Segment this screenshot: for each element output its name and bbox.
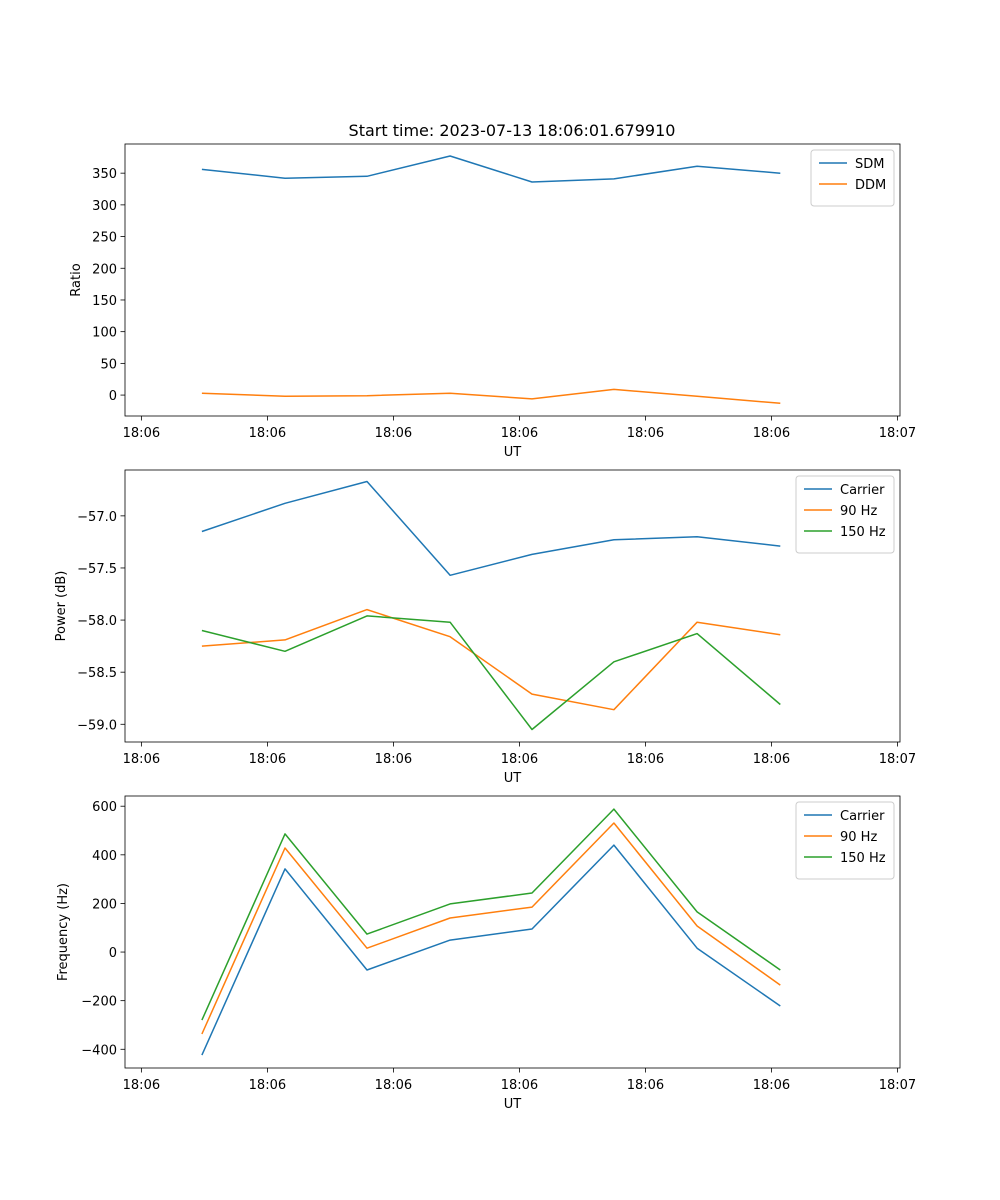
- y-tick-label: −200: [81, 995, 117, 1010]
- y-tick-label: 0: [109, 389, 117, 404]
- y-tick-label: 0: [109, 946, 117, 961]
- y-tick-label: −57.5: [77, 562, 117, 577]
- x-tick-label: 18:06: [123, 752, 160, 767]
- legend: Carrier 90 Hz 150 Hz: [795, 801, 895, 880]
- axes-frame: [124, 143, 901, 417]
- y-tick-label: 600: [92, 800, 117, 815]
- legend: SDM DDM: [810, 149, 895, 207]
- legend-box: [795, 475, 895, 554]
- y-tick-label: 50: [100, 357, 117, 372]
- x-tick-label: 18:06: [123, 426, 160, 441]
- legend-label: Carrier: [840, 809, 885, 824]
- y-tick-label: 200: [92, 897, 117, 912]
- x-tick-label: 18:06: [501, 426, 538, 441]
- y-tick-label: 400: [92, 849, 117, 864]
- y-tick-label: −58.5: [77, 666, 117, 681]
- y-tick-label: 100: [92, 326, 117, 341]
- x-tick-label: 18:07: [879, 1078, 916, 1093]
- y-tick-label: 150: [92, 294, 117, 309]
- x-tick-label: 18:07: [879, 426, 916, 441]
- x-tick-label: 18:06: [249, 1078, 286, 1093]
- legend-box: [810, 149, 895, 207]
- x-tick-label: 18:07: [879, 752, 916, 767]
- x-tick-label: 18:06: [627, 752, 664, 767]
- x-tick-label: 18:06: [753, 1078, 790, 1093]
- y-axis-label: Power (dB): [54, 571, 69, 642]
- x-tick-label: 18:06: [753, 426, 790, 441]
- x-axis-label: UT: [504, 1097, 522, 1112]
- x-tick-label: 18:06: [375, 1078, 412, 1093]
- axes-frame: [124, 469, 901, 743]
- legend-label: 150 Hz: [840, 525, 886, 540]
- series-line-90-hz: [201, 608, 781, 711]
- x-tick-label: 18:06: [249, 752, 286, 767]
- series-line-90-hz: [201, 822, 781, 1035]
- y-tick-label: −400: [81, 1043, 117, 1058]
- series-line-150-hz: [201, 808, 781, 1021]
- x-tick-label: 18:06: [501, 752, 538, 767]
- y-tick-label: 250: [92, 231, 117, 246]
- x-tick-label: 18:06: [627, 426, 664, 441]
- x-tick-label: 18:06: [501, 1078, 538, 1093]
- x-tick-label: 18:06: [753, 752, 790, 767]
- legend-label: 90 Hz: [840, 830, 877, 845]
- figure-title: Start time: 2023-07-13 18:06:01.679910: [349, 121, 676, 140]
- x-tick-label: 18:06: [375, 752, 412, 767]
- y-axis-label: Ratio: [69, 263, 84, 296]
- axes-frame: [124, 795, 901, 1069]
- x-tick-label: 18:06: [249, 426, 286, 441]
- y-tick-label: 200: [92, 262, 117, 277]
- y-tick-label: 350: [92, 167, 117, 182]
- legend-label: Carrier: [840, 483, 885, 498]
- series-line-150-hz: [201, 615, 781, 731]
- legend-label: SDM: [855, 157, 884, 172]
- series-line-sdm: [201, 155, 781, 183]
- legend-label: DDM: [855, 178, 886, 193]
- x-axis-label: UT: [504, 445, 522, 460]
- subplot-1: 18:06 18:06 18:06 18:06 18:06 18:06 18:07 0 50 10…: [69, 143, 916, 460]
- subplot-3: 18:06 18:06 18:06 18:06 18:06 18:06 18:07 −400 −…: [56, 795, 916, 1112]
- legend-label: 90 Hz: [840, 504, 877, 519]
- y-tick-label: −57.0: [77, 510, 117, 525]
- series-line-carrier: [201, 480, 781, 577]
- x-tick-label: 18:06: [375, 426, 412, 441]
- y-axis-label: Frequency (Hz): [56, 883, 71, 981]
- legend-box: [795, 801, 895, 880]
- series-line-carrier: [201, 844, 781, 1056]
- x-axis-label: UT: [504, 771, 522, 786]
- legend-label: 150 Hz: [840, 851, 886, 866]
- legend: Carrier 90 Hz 150 Hz: [795, 475, 895, 554]
- subplot-2: 18:06 18:06 18:06 18:06 18:06 18:06 18:07 −59.0…: [54, 469, 916, 786]
- x-tick-label: 18:06: [627, 1078, 664, 1093]
- x-tick-label: 18:06: [123, 1078, 160, 1093]
- y-tick-label: −58.0: [77, 614, 117, 629]
- y-tick-label: 300: [92, 199, 117, 214]
- y-tick-label: −59.0: [77, 718, 117, 733]
- series-line-ddm: [201, 388, 781, 405]
